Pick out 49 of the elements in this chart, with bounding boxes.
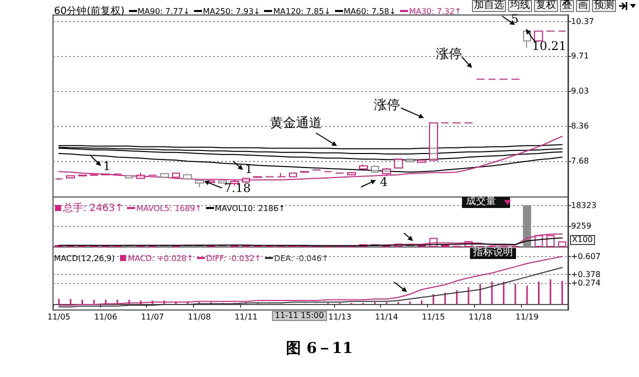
x-tick-label: 11/13 [328, 312, 352, 322]
annotation: 11-11 15:00 [272, 311, 327, 322]
x-tick-label: 11/18 [468, 312, 492, 322]
annotation: 涨停 [374, 98, 400, 113]
y-tick-label: 7.68 [571, 156, 589, 166]
legend-label: MA60: 7.58↓ [344, 7, 396, 16]
x-tick-label: 11/07 [140, 312, 164, 322]
text: 画 [576, 0, 590, 12]
text: MACD(12,26,9) [54, 254, 115, 263]
y-tick-label: +0.607 [571, 252, 601, 262]
annotation: 7.18 [224, 181, 251, 195]
legend-label: MAVOL10: 2186↑ [214, 204, 286, 213]
x-tick-label: 11/05 [47, 312, 70, 322]
y-tick-label: 18323 [571, 200, 596, 210]
legend-label: DIFF: -0.032↑ [206, 254, 262, 263]
annotation: 涨停 [436, 47, 462, 62]
caption: 图 6－11 [285, 339, 354, 357]
legend-label: MA30: 7.32↑ [408, 7, 462, 16]
legend-label: MACD: +0.028↑ [128, 254, 194, 263]
y-tick-label: 9259 [571, 221, 592, 230]
legend-label: 总手: 2463↑ [63, 203, 124, 214]
x-tick-label: 11/19 [516, 312, 539, 322]
text: X100 [570, 235, 595, 246]
annotation: 4 [380, 175, 388, 189]
x-tick-label: 11/14 [375, 312, 398, 322]
annotation: 1 [103, 159, 111, 173]
y-tick-label: +0.378 [571, 270, 601, 280]
legend-label: MA250: 7.93↓ [202, 7, 260, 16]
annotation: 黄金通道 [270, 116, 322, 131]
annotation: 10.21 [532, 39, 566, 53]
y-tick-label: 9.71 [571, 51, 589, 60]
text: 均线 [508, 0, 532, 12]
y-tick-label: 9.03 [571, 86, 589, 96]
legend-label: DEA: -0.046↑ [274, 254, 328, 263]
x-tick-label: 11/06 [94, 312, 118, 322]
legend-label: MA120: 7.85↓ [273, 7, 331, 16]
y-tick-label: 10.37 [571, 17, 594, 26]
y-tick-label: 8.36 [571, 121, 589, 130]
x-tick-label: 11/15 [422, 312, 445, 322]
chart-title: 60分钟(前复权) [54, 6, 125, 17]
x-tick-label: 11/11 [234, 312, 258, 322]
legend-label: MA90: 7.77↓ [138, 7, 190, 16]
text: 叠 [560, 0, 574, 12]
y-tick-label: +0.274 [571, 278, 601, 288]
x-tick-label: 11/08 [188, 312, 211, 322]
text: 加自选 [472, 0, 506, 12]
text: 预测 [592, 0, 616, 12]
text: 复权 [534, 0, 558, 12]
legend-label: MAVOL5: 1689↑ [136, 204, 202, 213]
